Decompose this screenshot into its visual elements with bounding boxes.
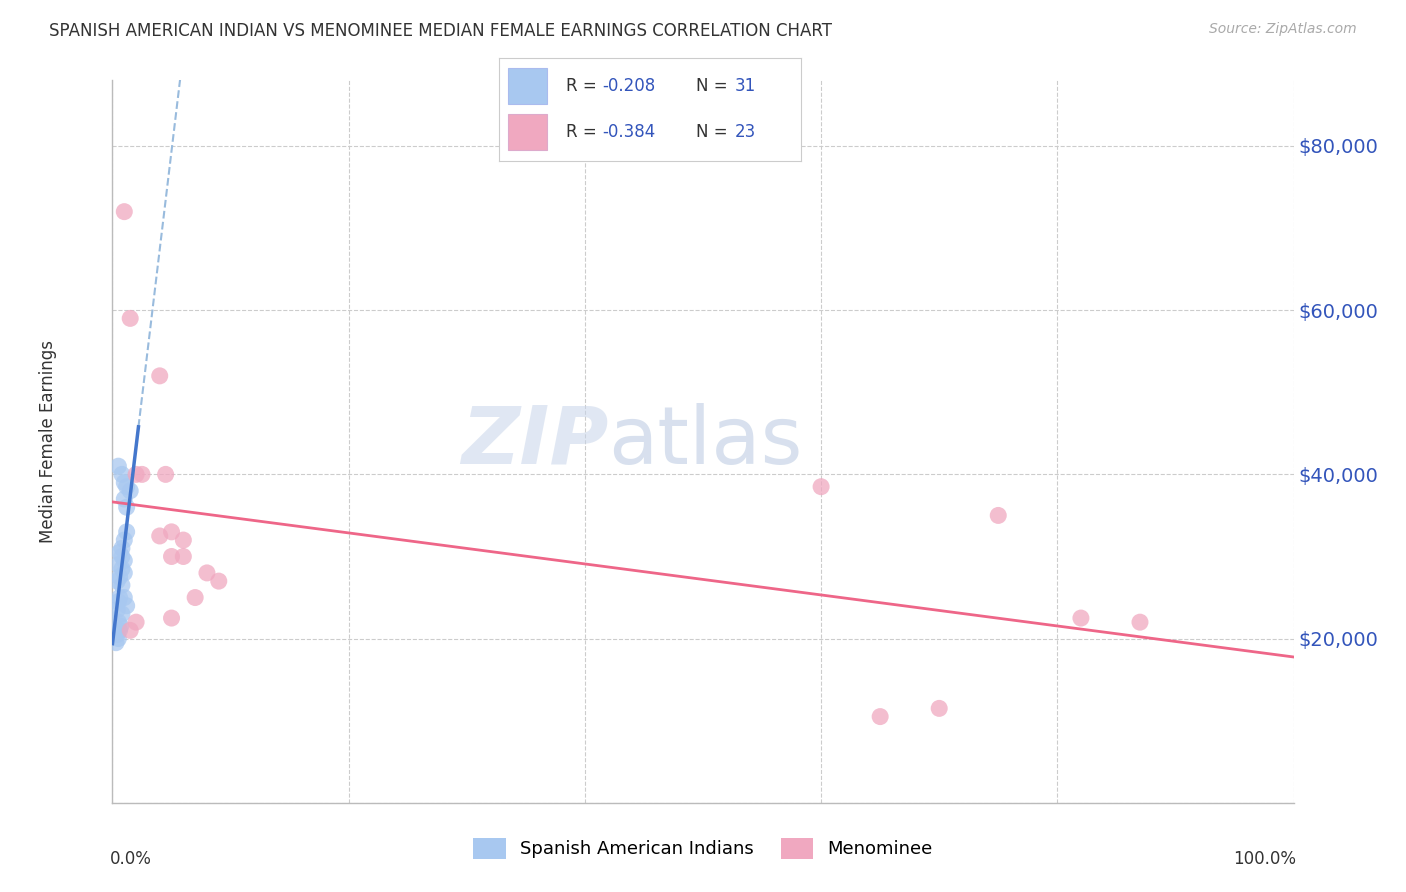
Point — [115, 480, 138, 494]
Bar — [508, 114, 547, 150]
Point — [120, 483, 142, 498]
Point — [149, 368, 172, 383]
Point — [172, 549, 194, 564]
Point — [105, 603, 128, 617]
Text: Source: ZipAtlas.com: Source: ZipAtlas.com — [1209, 22, 1357, 37]
Point — [112, 533, 135, 547]
Point — [112, 566, 135, 580]
Text: SPANISH AMERICAN INDIAN VS MENOMINEE MEDIAN FEMALE EARNINGS CORRELATION CHART: SPANISH AMERICAN INDIAN VS MENOMINEE MED… — [49, 22, 832, 40]
Point — [111, 578, 134, 592]
Text: -0.208: -0.208 — [602, 78, 655, 95]
Point — [195, 566, 218, 580]
Point — [108, 570, 131, 584]
Point — [111, 607, 134, 621]
Point — [120, 311, 142, 326]
Point — [1070, 611, 1092, 625]
Text: R =: R = — [565, 123, 602, 141]
Point — [115, 500, 138, 515]
Point — [108, 545, 131, 559]
Point — [149, 529, 172, 543]
Point — [172, 533, 194, 547]
Point — [928, 701, 950, 715]
Point — [131, 467, 153, 482]
Legend: Spanish American Indians, Menominee: Spanish American Indians, Menominee — [465, 830, 941, 866]
Point — [160, 611, 183, 625]
Point — [869, 709, 891, 723]
Bar — [508, 69, 547, 104]
Point — [160, 549, 183, 564]
Point — [108, 591, 131, 605]
Point — [1129, 615, 1152, 630]
Text: -0.384: -0.384 — [602, 123, 655, 141]
Point — [125, 615, 148, 630]
Point — [112, 204, 135, 219]
Text: 0.0%: 0.0% — [110, 850, 152, 868]
Point — [107, 615, 129, 630]
Text: N =: N = — [696, 123, 733, 141]
Point — [208, 574, 231, 588]
Text: 23: 23 — [735, 123, 756, 141]
Point — [111, 562, 134, 576]
Point — [105, 636, 128, 650]
Text: Median Female Earnings: Median Female Earnings — [38, 340, 56, 543]
Point — [107, 632, 129, 646]
Text: atlas: atlas — [609, 402, 803, 481]
Point — [107, 459, 129, 474]
Text: N =: N = — [696, 78, 733, 95]
Point — [987, 508, 1010, 523]
Point — [111, 541, 134, 556]
Text: R =: R = — [565, 78, 602, 95]
Text: ZIP: ZIP — [461, 402, 609, 481]
Point — [111, 467, 134, 482]
Point — [110, 619, 132, 633]
Point — [115, 599, 138, 613]
Point — [111, 549, 134, 564]
Point — [184, 591, 207, 605]
Point — [112, 553, 135, 567]
Point — [112, 591, 135, 605]
Point — [112, 491, 135, 506]
Point — [105, 574, 128, 588]
Point — [155, 467, 177, 482]
Point — [107, 558, 129, 572]
Point — [112, 475, 135, 490]
Point — [115, 524, 138, 539]
Point — [108, 624, 131, 638]
Text: 31: 31 — [735, 78, 756, 95]
Point — [107, 594, 129, 608]
Point — [160, 524, 183, 539]
Point — [105, 627, 128, 641]
Point — [125, 467, 148, 482]
Point — [120, 624, 142, 638]
Point — [810, 480, 832, 494]
Text: 100.0%: 100.0% — [1233, 850, 1296, 868]
